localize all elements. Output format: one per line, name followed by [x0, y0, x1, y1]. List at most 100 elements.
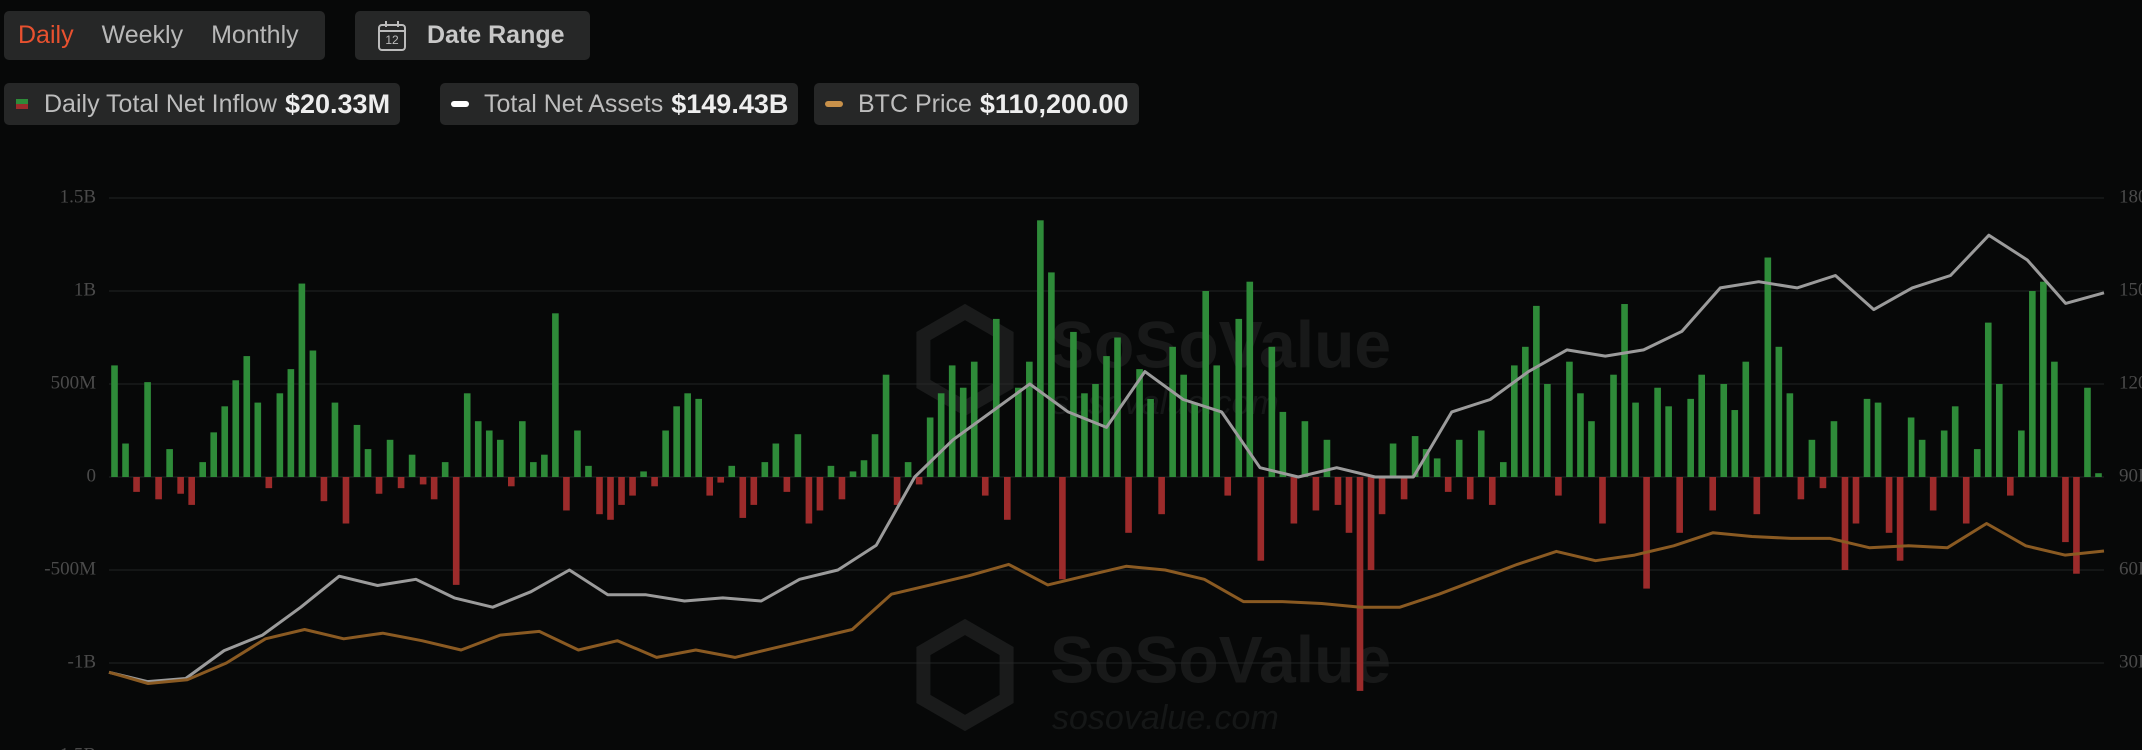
watermark-site: sosovalue.com	[1052, 699, 1279, 737]
bar	[1720, 384, 1728, 477]
bar	[1599, 477, 1606, 524]
y-tick-label: 500M	[51, 372, 97, 393]
bar	[750, 477, 758, 505]
bar	[937, 393, 945, 477]
bar	[1477, 430, 1485, 477]
y2-tick-label: 30B	[2119, 651, 2142, 672]
bar	[981, 477, 989, 496]
y-tick-label: 0	[87, 465, 97, 486]
bar	[496, 439, 504, 477]
bar	[1312, 477, 1320, 511]
legend-item[interactable]: Daily Total Net Inflow $20.33M	[4, 83, 401, 125]
bar	[441, 462, 449, 477]
bar	[904, 462, 912, 477]
y2-tick-label: 60B	[2119, 558, 2142, 579]
bar	[2007, 477, 2014, 496]
bar	[1544, 384, 1551, 477]
bar	[915, 477, 923, 485]
bar	[287, 369, 295, 477]
period-button[interactable]: Daily	[18, 21, 74, 49]
legend-swatch	[16, 99, 28, 104]
bar	[849, 471, 857, 477]
y-tick-label: 1B	[74, 279, 96, 300]
bar	[706, 477, 714, 496]
bar	[1466, 477, 1474, 500]
bar	[1830, 421, 1838, 477]
bar	[1841, 477, 1849, 570]
period-switch: Daily Weekly Monthly	[4, 11, 325, 60]
legend-item[interactable]: Total Net Assets $149.43B	[440, 83, 799, 125]
date-range-button[interactable]: 12 Date Range	[355, 11, 590, 60]
y2-tick-label: 90B	[2119, 465, 2142, 486]
bar	[772, 443, 780, 477]
bar	[684, 393, 691, 477]
bar	[1158, 477, 1165, 515]
bar	[265, 477, 273, 489]
y-tick-label: -500M	[44, 558, 96, 579]
bar	[1422, 449, 1430, 477]
bar	[2073, 477, 2080, 574]
legend-item[interactable]: BTC Price $110,200.00	[814, 83, 1139, 125]
bar	[254, 402, 262, 477]
bar	[485, 430, 493, 477]
bar	[1455, 439, 1463, 477]
bar	[1687, 398, 1694, 477]
bar	[1037, 220, 1044, 477]
bar	[232, 380, 240, 477]
bar	[1896, 477, 1904, 561]
bar	[1962, 477, 1970, 524]
period-button[interactable]: Weekly	[101, 21, 184, 49]
bar	[342, 477, 350, 524]
bar	[926, 417, 934, 477]
y-tick-label: -1B	[68, 651, 97, 672]
bar	[419, 477, 427, 485]
bar	[794, 434, 802, 477]
bar	[574, 430, 581, 477]
bar	[2051, 361, 2058, 477]
bar	[662, 430, 669, 477]
bar	[651, 477, 658, 487]
legend-icon	[16, 99, 28, 109]
legend-icon	[825, 101, 843, 107]
bar	[1764, 257, 1772, 477]
bar	[1621, 304, 1628, 477]
bar	[1797, 477, 1805, 500]
bar	[1643, 477, 1650, 589]
bar	[1709, 477, 1717, 511]
bar	[1103, 356, 1110, 477]
bar	[1048, 272, 1055, 477]
legend-name: Daily Total Net Inflow	[44, 89, 277, 118]
bar	[1356, 477, 1364, 691]
bar	[199, 462, 206, 477]
bar	[1907, 417, 1915, 477]
bar	[552, 313, 559, 477]
legend-value: $110,200.00	[979, 88, 1129, 119]
bar	[474, 421, 482, 477]
bar	[1522, 346, 1529, 477]
bar	[309, 350, 317, 477]
bar	[1533, 305, 1540, 477]
bar	[1742, 361, 1750, 477]
legend-swatch	[16, 104, 28, 109]
bar	[210, 432, 218, 477]
bar	[1973, 449, 1981, 477]
bar	[1268, 346, 1276, 477]
bar	[596, 477, 603, 515]
bar	[1984, 322, 1992, 477]
line	[108, 233, 2105, 684]
bar	[1092, 384, 1099, 477]
watermark-brand: SoSoValue	[1050, 622, 1391, 696]
bar	[1610, 374, 1617, 477]
legend-value: $20.33M	[284, 88, 391, 119]
bar	[1433, 458, 1441, 477]
period-button[interactable]: Monthly	[211, 21, 299, 49]
bar	[1279, 411, 1287, 477]
bar	[1665, 406, 1672, 477]
bar	[882, 374, 890, 477]
bar	[1444, 477, 1452, 492]
bar	[563, 477, 570, 511]
bar	[1775, 346, 1783, 477]
bar	[1852, 477, 1860, 524]
